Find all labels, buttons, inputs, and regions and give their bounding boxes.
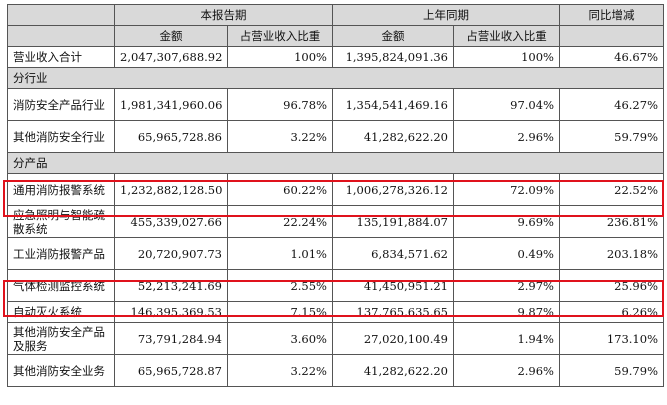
yoy: 46.67% xyxy=(559,46,664,68)
table-row: 其他消防安全行业 65,965,728.86 3.22% 41,282,622.… xyxy=(7,120,664,153)
cur-amount: 455,339,027.66 xyxy=(114,205,228,238)
cur-pct: 1.01% xyxy=(227,237,333,270)
cur-amount: 52,213,241.69 xyxy=(114,269,228,302)
prev-amount: 6,834,571.62 xyxy=(332,237,454,270)
prev-pct: 2.97% xyxy=(453,269,560,302)
cur-pct: 22.24% xyxy=(227,205,333,238)
yoy: 46.27% xyxy=(559,88,664,121)
table-row: 消防安全产品行业 1,981,341,960.06 96.78% 1,354,5… xyxy=(7,88,664,121)
prev-amount: 27,020,100.49 xyxy=(332,322,454,355)
cur-pct: 2.55% xyxy=(227,269,333,302)
table-row: 应急照明与智能疏散系统 455,339,027.66 22.24% 135,19… xyxy=(7,205,664,238)
prev-pct: 97.04% xyxy=(453,88,560,121)
cur-share-header: 占营业收入比重 xyxy=(227,25,333,47)
prev-pct: 2.96% xyxy=(453,354,560,387)
table-row: 其他消防安全业务 65,965,728.87 3.22% 41,282,622.… xyxy=(7,354,664,387)
cur-pct: 3.22% xyxy=(227,354,333,387)
cur-pct: 7.15% xyxy=(227,301,333,323)
row-label: 自动灭火系统 xyxy=(7,301,115,323)
row-label: 其他消防安全行业 xyxy=(7,120,115,153)
row-label: 通用消防报警系统 xyxy=(7,173,115,206)
cur-pct: 96.78% xyxy=(227,88,333,121)
row-label: 其他消防安全业务 xyxy=(7,354,115,387)
yoy: 25.96% xyxy=(559,269,664,302)
table-row: 其他消防安全产品及服务 73,791,284.94 3.60% 27,020,1… xyxy=(7,322,664,355)
row-label: 其他消防安全产品及服务 xyxy=(7,322,115,355)
cur-amount: 65,965,728.86 xyxy=(114,120,228,153)
prior-period-header: 上年同期 xyxy=(332,4,560,26)
prev-pct: 0.49% xyxy=(453,237,560,270)
yoy: 22.52% xyxy=(559,173,664,206)
row-label: 应急照明与智能疏散系统 xyxy=(7,205,115,238)
row-label: 工业消防报警产品 xyxy=(7,237,115,270)
row-label: 气体检测监控系统 xyxy=(7,269,115,302)
prev-amount: 137,765,635.65 xyxy=(332,301,454,323)
cur-pct: 3.22% xyxy=(227,120,333,153)
total-row: 营业收入合计 2,047,307,688.92 100% 1,395,824,0… xyxy=(7,46,664,68)
yoy: 6.26% xyxy=(559,301,664,323)
section-title: 分产品 xyxy=(7,152,664,174)
yoy: 203.18% xyxy=(559,237,664,270)
cur-amount: 20,720,907.73 xyxy=(114,237,228,270)
cur-amount: 73,791,284.94 xyxy=(114,322,228,355)
prev-amount: 1,395,824,091.36 xyxy=(332,46,454,68)
cur-amount: 65,965,728.87 xyxy=(114,354,228,387)
corner-cell-2 xyxy=(7,25,115,47)
section-title: 分行业 xyxy=(7,67,664,89)
prev-share-header: 占营业收入比重 xyxy=(453,25,560,47)
table-row: 气体检测监控系统 52,213,241.69 2.55% 41,450,951.… xyxy=(7,269,664,302)
prev-pct: 72.09% xyxy=(453,173,560,206)
yoy: 59.79% xyxy=(559,354,664,387)
prev-amount: 135,191,884.07 xyxy=(332,205,454,238)
cur-amount: 146,395,369.53 xyxy=(114,301,228,323)
cur-amount-header: 金额 xyxy=(114,25,228,47)
header-row-2: 金额 占营业收入比重 金额 占营业收入比重 xyxy=(7,25,664,47)
header-row-1: 本报告期 上年同期 同比增减 xyxy=(7,4,664,26)
section-header-product: 分产品 xyxy=(7,152,664,174)
cur-pct: 3.60% xyxy=(227,322,333,355)
yoy-header-2 xyxy=(559,25,664,47)
prev-amount: 41,282,622.20 xyxy=(332,354,454,387)
prev-pct: 9.87% xyxy=(453,301,560,323)
cur-amount: 2,047,307,688.92 xyxy=(114,46,228,68)
prev-pct: 100% xyxy=(453,46,560,68)
current-period-header: 本报告期 xyxy=(114,4,333,26)
prev-pct: 1.94% xyxy=(453,322,560,355)
prev-amount: 1,354,541,469.16 xyxy=(332,88,454,121)
yoy-header: 同比增减 xyxy=(559,4,664,26)
prev-amount: 1,006,278,326.12 xyxy=(332,173,454,206)
cur-pct: 60.22% xyxy=(227,173,333,206)
cur-amount: 1,981,341,960.06 xyxy=(114,88,228,121)
yoy: 173.10% xyxy=(559,322,664,355)
section-header-industry: 分行业 xyxy=(7,67,664,89)
prev-amount: 41,282,622.20 xyxy=(332,120,454,153)
yoy: 59.79% xyxy=(559,120,664,153)
yoy: 236.81% xyxy=(559,205,664,238)
prev-amount-header: 金额 xyxy=(332,25,454,47)
cur-pct: 100% xyxy=(227,46,333,68)
row-label: 消防安全产品行业 xyxy=(7,88,115,121)
prev-pct: 2.96% xyxy=(453,120,560,153)
table-row: 工业消防报警产品 20,720,907.73 1.01% 6,834,571.6… xyxy=(7,237,664,270)
row-label: 营业收入合计 xyxy=(7,46,115,68)
cur-amount: 1,232,882,128.50 xyxy=(114,173,228,206)
table-row: 自动灭火系统 146,395,369.53 7.15% 137,765,635.… xyxy=(7,301,664,323)
prev-amount: 41,450,951.21 xyxy=(332,269,454,302)
table-row: 通用消防报警系统 1,232,882,128.50 60.22% 1,006,2… xyxy=(7,173,664,206)
corner-cell xyxy=(7,4,115,26)
revenue-composition-table: 本报告期 上年同期 同比增减 金额 占营业收入比重 金额 占营业收入比重 营业收… xyxy=(7,4,664,387)
prev-pct: 9.69% xyxy=(453,205,560,238)
